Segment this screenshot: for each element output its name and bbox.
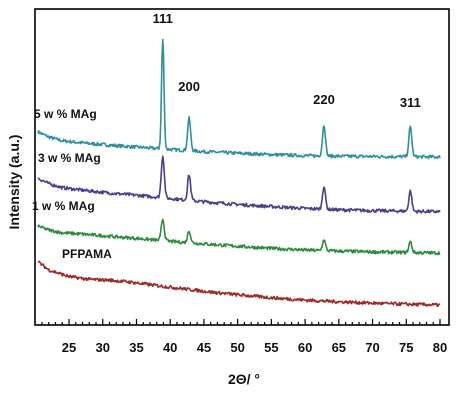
- x-tick-label: 25: [62, 340, 76, 355]
- x-tick-label: 40: [163, 340, 177, 355]
- x-tick-label: 30: [96, 340, 110, 355]
- y-axis-title: Intensity (a.u.): [6, 135, 22, 230]
- plot-frame: [34, 8, 450, 326]
- x-tick-label: 55: [264, 340, 278, 355]
- series-line: [37, 38, 441, 160]
- peak-labels: 111 200 220 311: [153, 11, 421, 110]
- x-axis-title: 2Θ/ °: [228, 371, 260, 387]
- x-tick-label: 80: [433, 340, 447, 355]
- series-line: [37, 260, 441, 307]
- x-tick-label: 45: [197, 340, 211, 355]
- x-tick-label: 50: [230, 340, 244, 355]
- x-tick-label: 70: [365, 340, 379, 355]
- series-line: [37, 218, 441, 256]
- peak-label: 220: [313, 92, 335, 107]
- peak-label: 311: [400, 95, 421, 110]
- plot-border: [34, 8, 450, 326]
- peak-label: 200: [178, 79, 200, 94]
- series-label: 3 w % MAg: [38, 151, 101, 165]
- peak-label: 111: [153, 11, 173, 26]
- series-layer: [37, 38, 441, 307]
- series-label: 1 w % MAg: [32, 199, 95, 213]
- series-label: 5 w % MAg: [34, 107, 97, 121]
- x-tick-label: 60: [298, 340, 312, 355]
- x-tick-label: 35: [129, 340, 143, 355]
- x-tick-label: 65: [332, 340, 346, 355]
- x-axis-ticks: 25 30 35 40 45 50 55 60 65 70 75 80: [41, 319, 447, 355]
- series-label: PFPAMA: [62, 247, 112, 261]
- series-labels: 5 w % MAg 3 w % MAg 1 w % MAg PFPAMA: [32, 107, 112, 261]
- x-tick-label: 75: [399, 340, 413, 355]
- series-line: [37, 155, 441, 214]
